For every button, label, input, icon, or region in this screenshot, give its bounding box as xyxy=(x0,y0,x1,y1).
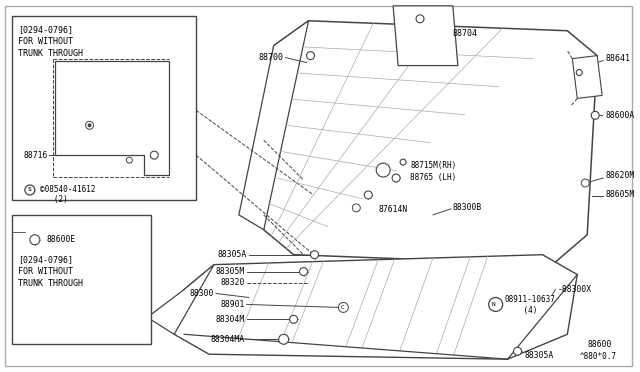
Circle shape xyxy=(339,302,348,312)
Text: (2): (2) xyxy=(40,195,68,205)
Text: 88304MA: 88304MA xyxy=(211,335,245,344)
Circle shape xyxy=(310,251,319,259)
Circle shape xyxy=(30,235,40,245)
Text: TRUNK THROUGH: TRUNK THROUGH xyxy=(18,279,83,288)
Circle shape xyxy=(86,121,93,129)
Text: 88605M: 88605M xyxy=(605,190,634,199)
Text: 88641: 88641 xyxy=(605,54,630,63)
Circle shape xyxy=(150,151,158,159)
Polygon shape xyxy=(264,21,597,264)
Polygon shape xyxy=(174,255,577,359)
Text: 88320: 88320 xyxy=(220,278,245,287)
Bar xyxy=(12,215,151,344)
Polygon shape xyxy=(239,21,308,230)
Text: ©08540-41612: ©08540-41612 xyxy=(40,186,95,195)
Text: 88716: 88716 xyxy=(24,151,48,160)
Text: FOR WITHOUT: FOR WITHOUT xyxy=(18,267,73,276)
Text: 08911-10637: 08911-10637 xyxy=(504,295,556,304)
Circle shape xyxy=(392,174,400,182)
Text: 88305A: 88305A xyxy=(218,250,247,259)
Circle shape xyxy=(513,347,522,355)
Polygon shape xyxy=(55,61,169,175)
Text: 88305M: 88305M xyxy=(216,267,245,276)
Circle shape xyxy=(278,334,289,344)
Circle shape xyxy=(581,179,589,187)
Text: S: S xyxy=(28,187,32,192)
Bar xyxy=(12,16,196,200)
Text: 88901: 88901 xyxy=(220,300,245,309)
Text: 88700: 88700 xyxy=(259,53,284,62)
Polygon shape xyxy=(147,264,214,334)
Circle shape xyxy=(290,315,298,323)
Circle shape xyxy=(400,159,406,165)
Text: 88305A: 88305A xyxy=(525,351,554,360)
Text: N: N xyxy=(492,302,495,307)
Text: [0294-0796]: [0294-0796] xyxy=(18,255,73,264)
Text: 88600E: 88600E xyxy=(47,235,76,244)
Circle shape xyxy=(576,70,582,76)
Circle shape xyxy=(300,267,308,276)
Circle shape xyxy=(591,111,599,119)
Circle shape xyxy=(88,123,92,127)
Text: 87614N: 87614N xyxy=(378,205,408,214)
Text: 88300: 88300 xyxy=(189,289,214,298)
Text: ^880*0.7: ^880*0.7 xyxy=(580,352,617,361)
Text: [0294-0796]: [0294-0796] xyxy=(18,25,73,34)
Text: 88300B: 88300B xyxy=(453,203,482,212)
Polygon shape xyxy=(393,6,458,65)
Text: -88300X: -88300X xyxy=(557,285,591,294)
Text: C: C xyxy=(340,305,344,310)
Text: 88304M: 88304M xyxy=(216,315,245,324)
Circle shape xyxy=(416,15,424,23)
Text: (4): (4) xyxy=(504,306,537,315)
Text: 88600A: 88600A xyxy=(605,111,634,120)
Circle shape xyxy=(364,191,372,199)
Circle shape xyxy=(489,298,502,311)
Circle shape xyxy=(353,204,360,212)
Text: 88704: 88704 xyxy=(453,29,478,38)
Circle shape xyxy=(307,52,314,60)
Text: 88765 (LH): 88765 (LH) xyxy=(410,173,456,182)
Text: 88620M: 88620M xyxy=(605,170,634,180)
Circle shape xyxy=(376,163,390,177)
Text: TRUNK THROUGH: TRUNK THROUGH xyxy=(18,49,83,58)
Circle shape xyxy=(127,157,132,163)
Polygon shape xyxy=(572,56,602,99)
Text: 88715M(RH): 88715M(RH) xyxy=(410,161,456,170)
Circle shape xyxy=(25,185,35,195)
Text: FOR WITHOUT: FOR WITHOUT xyxy=(18,37,73,46)
Text: 88600: 88600 xyxy=(588,340,612,349)
